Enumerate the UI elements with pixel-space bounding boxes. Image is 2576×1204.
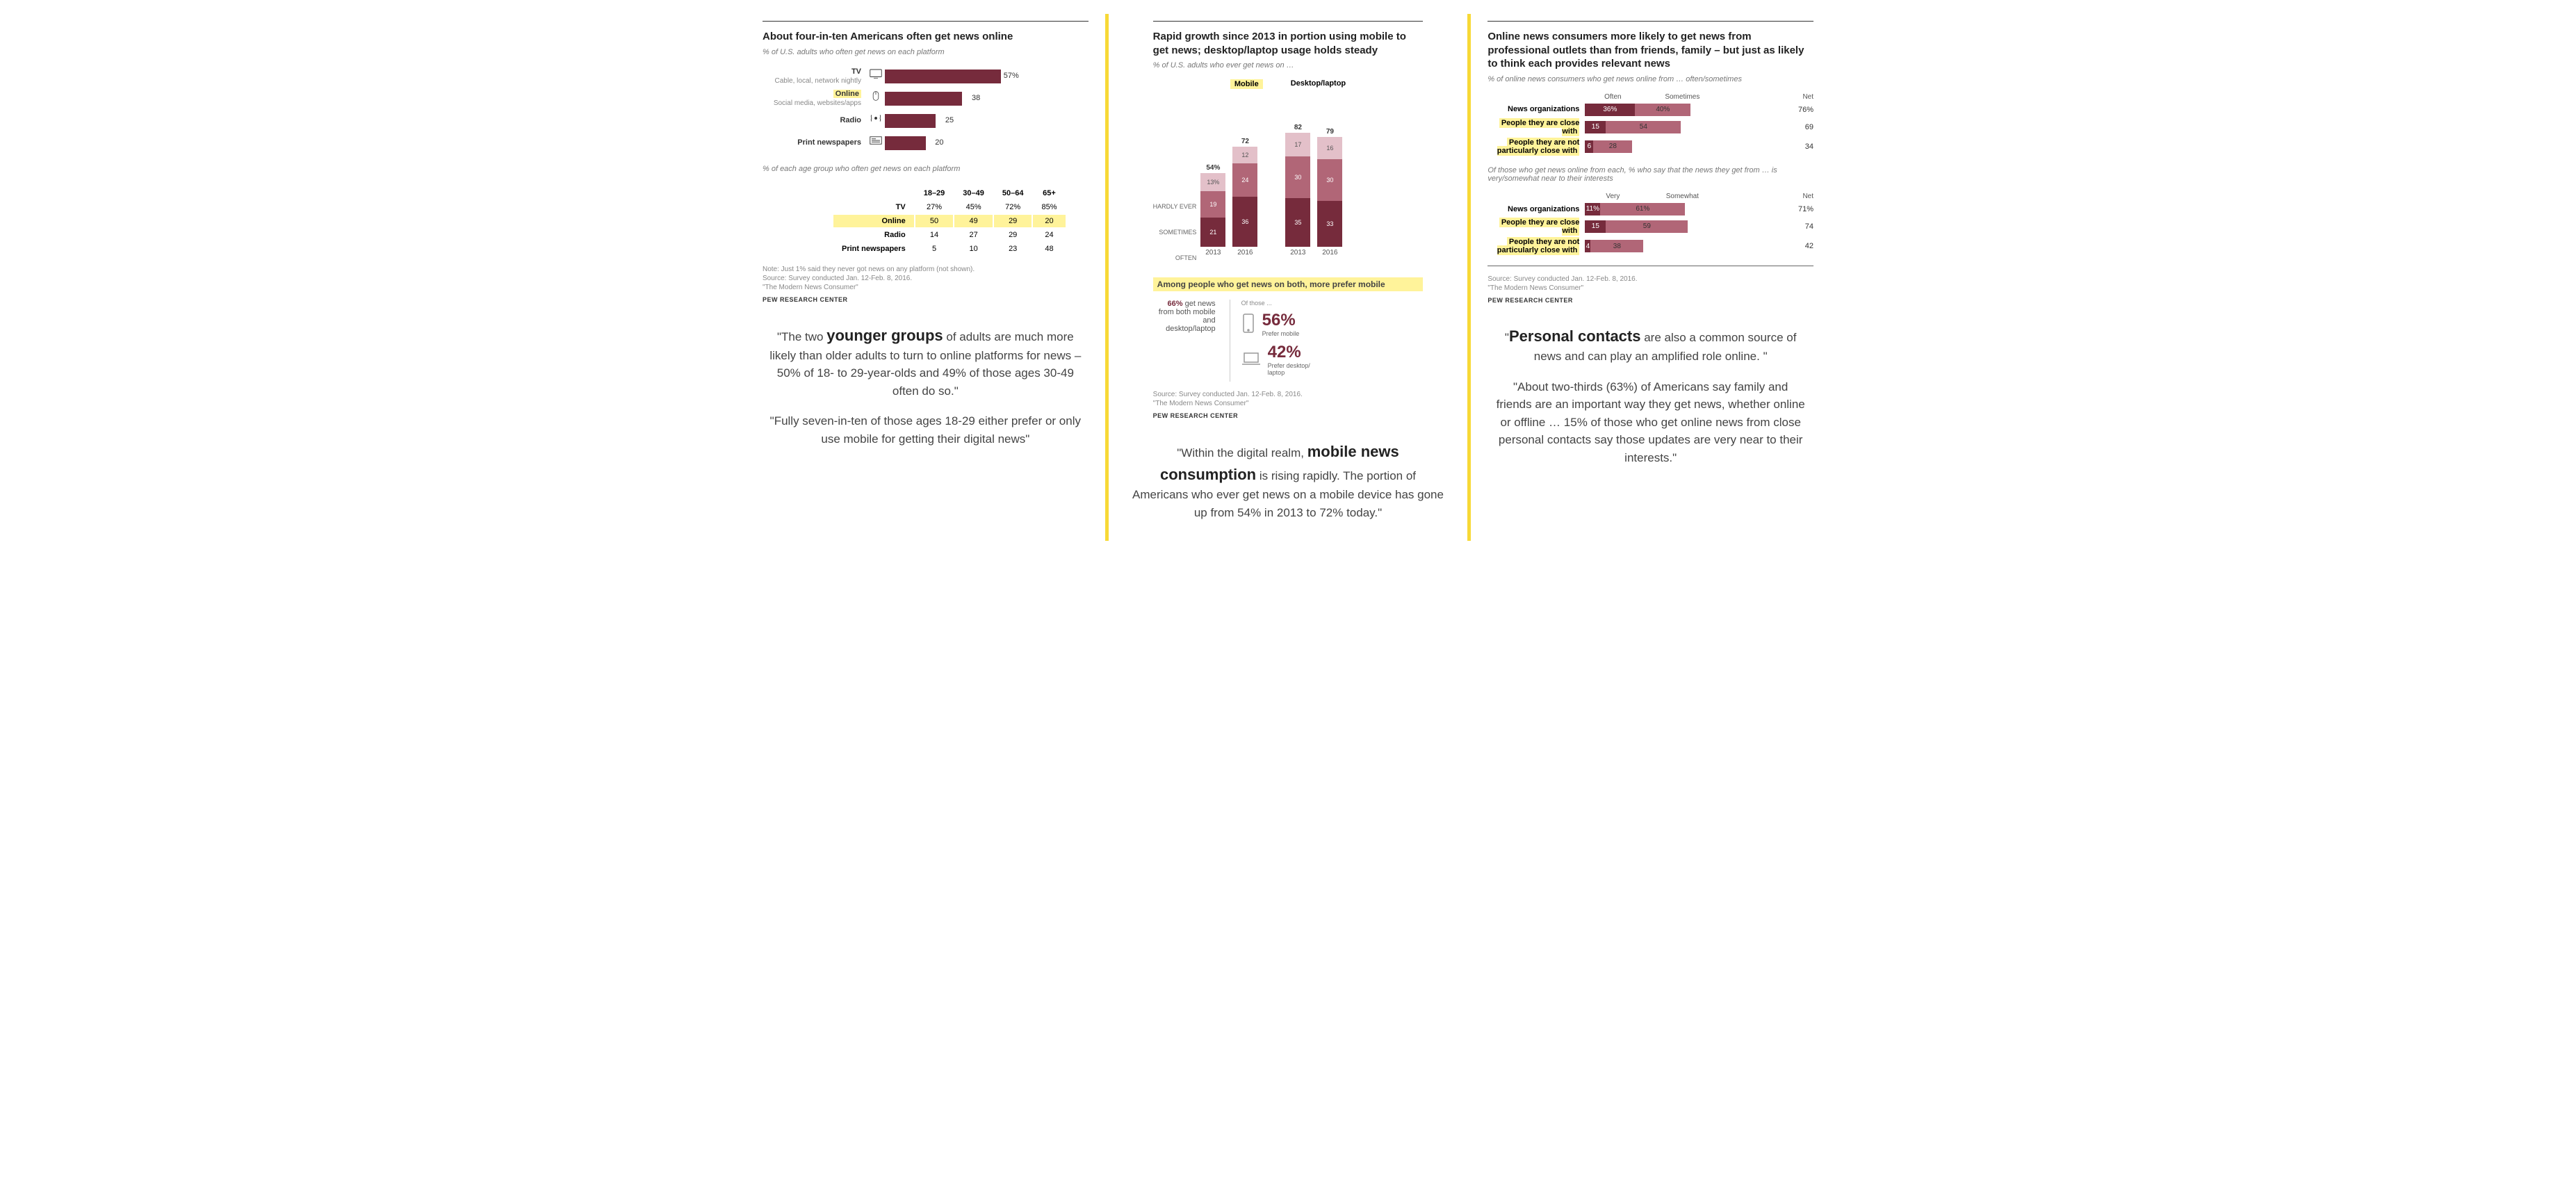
chart2-stacks: 54%13%19212013721224362016 82173035201379… [1200, 124, 1342, 257]
prefer-right: Of those ... 56%Prefer mobile42%Prefer d… [1230, 300, 1310, 382]
prefer-item: 42%Prefer desktop/laptop [1241, 343, 1310, 376]
chart1-title: About four-in-ten Americans often get ne… [763, 30, 1089, 44]
chart2-prefer-box: 66% get news from both mobile and deskto… [1153, 300, 1424, 382]
chart2-subtitle: % of U.S. adults who ever get news on … [1153, 61, 1424, 70]
stacked-bar-row: News organizations11%61%71% [1487, 203, 1813, 215]
bar-row: TVCable, local, network nightly57% [763, 66, 1089, 87]
prefer-left: 66% get news from both mobile and deskto… [1153, 300, 1216, 382]
column-2: Rapid growth since 2013 in portion using… [1109, 14, 1468, 541]
chart1-note: Note: Just 1% said they never got news o… [763, 265, 1089, 292]
tv-icon [870, 69, 885, 84]
chart1-source: PEW RESEARCH CENTER [763, 296, 1089, 303]
mouse-icon [870, 91, 885, 106]
stacked-bar-row: People they are not particularly close w… [1487, 138, 1813, 155]
chart-2: Rapid growth since 2013 in portion using… [1153, 21, 1424, 419]
chart2-desktop-header: Desktop/laptop [1291, 79, 1346, 89]
chart2-mobile-header: Mobile [1230, 79, 1263, 89]
col2-quote: "Within the digital realm, mobile news c… [1132, 440, 1444, 521]
stacked-bar-row: News organizations36%40%76% [1487, 104, 1813, 116]
chart3-block2: VerySomewhatNetNews organizations11%61%7… [1487, 193, 1813, 254]
radio-icon [870, 113, 885, 129]
chart3-title: Online news consumers more likely to get… [1487, 30, 1813, 71]
three-column-layout: About four-in-ten Americans often get ne… [746, 14, 1830, 541]
column-3: Online news consumers more likely to get… [1471, 14, 1830, 541]
stacked-bar-row: People they are close with155469 [1487, 119, 1813, 136]
chart3-subtitle-2: Of those who get news online from each, … [1487, 166, 1813, 183]
chart1-subtitle: % of U.S. adults who often get news on e… [763, 48, 1089, 56]
chart2-legend: HARDLY EVERSOMETIMESOFTEN [1153, 194, 1197, 270]
chart2-note: Source: Survey conducted Jan. 12-Feb. 8,… [1153, 390, 1424, 408]
stack-set-mobile: 54%13%19212013721224362016 [1200, 138, 1257, 257]
chart-3: Online news consumers more likely to get… [1487, 21, 1813, 304]
chart1-subtitle-2: % of each age group who often get news o… [763, 165, 1089, 173]
chart3-subtitle: % of online news consumers who get news … [1487, 75, 1813, 83]
laptop-icon [1241, 352, 1261, 368]
chart-1: About four-in-ten Americans often get ne… [763, 21, 1089, 303]
col3-quote-2: "About two-thirds (63%) of Americans say… [1494, 378, 1807, 467]
bar-row: Radio25 [763, 111, 1089, 131]
col1-quote-2: "Fully seven-in-ten of those ages 18-29 … [769, 412, 1082, 448]
prefer-item: 56%Prefer mobile [1241, 311, 1310, 337]
bar-row: OnlineSocial media, websites/apps38 [763, 88, 1089, 109]
stack-set-desktop: 821730352013791630332016 [1285, 124, 1342, 257]
col1-quote-1: "The two younger groups of adults are mu… [769, 324, 1082, 400]
stacked-bar-row: People they are close with155974 [1487, 218, 1813, 235]
prefer-items: 56%Prefer mobile 42%Prefer desktop/laptop [1241, 311, 1310, 376]
column-1: About four-in-ten Americans often get ne… [746, 14, 1105, 541]
chart3-note: Source: Survey conducted Jan. 12-Feb. 8,… [1487, 275, 1813, 293]
chart2-source: PEW RESEARCH CENTER [1153, 412, 1424, 419]
chart2-title: Rapid growth since 2013 in portion using… [1153, 30, 1424, 57]
chart2-prefer-header: Among people who get news on both, more … [1153, 277, 1424, 291]
chart1-table: 18–2930–4950–6465+TV27%45%72%85%Online50… [832, 186, 1067, 257]
chart3-block1: OftenSometimesNetNews organizations36%40… [1487, 93, 1813, 155]
newspaper-icon [870, 136, 885, 151]
chart3-source: PEW RESEARCH CENTER [1487, 297, 1813, 304]
col3-quote-1: "Personal contacts are also a common sou… [1494, 325, 1807, 366]
stacked-bar-row: People they are not particularly close w… [1487, 238, 1813, 254]
bar-row: Print newspapers20 [763, 133, 1089, 154]
chart1-bars: TVCable, local, network nightly57%Online… [763, 66, 1089, 154]
phone-icon [1241, 314, 1255, 335]
